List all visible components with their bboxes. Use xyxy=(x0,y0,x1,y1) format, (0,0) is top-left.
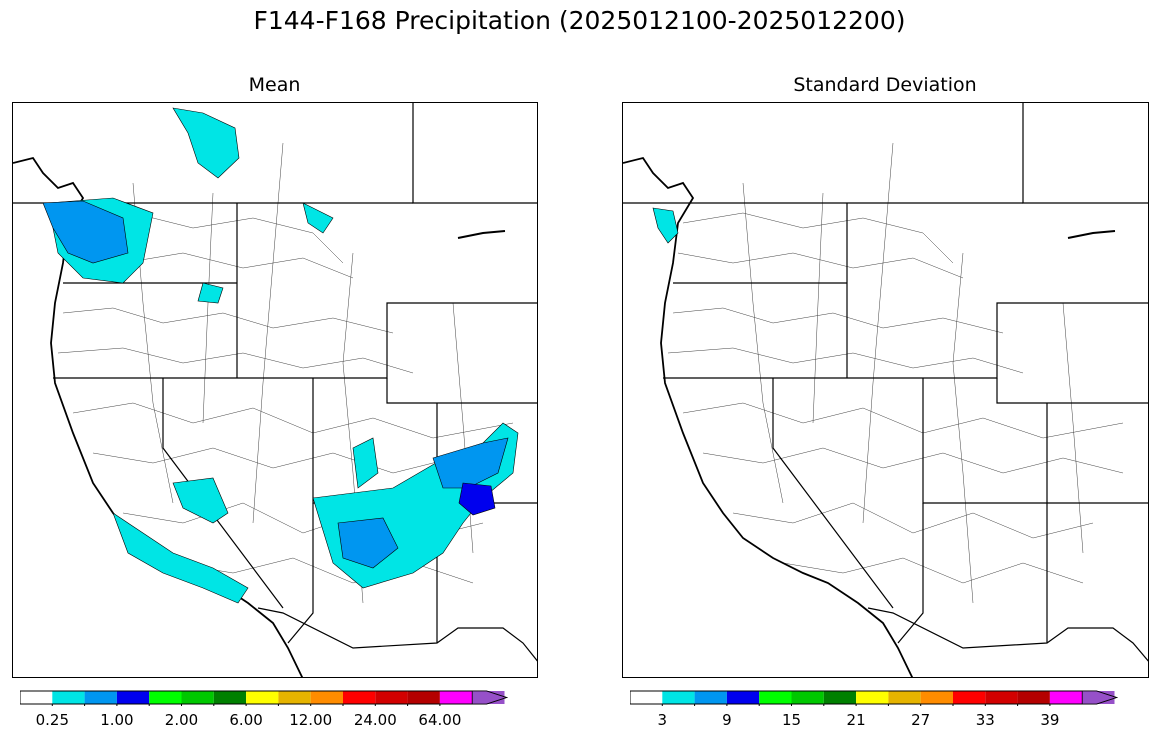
sd-colorbar-segment xyxy=(1017,691,1050,704)
border-line xyxy=(287,503,314,644)
mean-colorbar-segment xyxy=(246,691,279,704)
precip-patch-cyan xyxy=(302,202,334,234)
sd-colorbar-segment xyxy=(791,691,824,704)
mean-colorbar-segment xyxy=(278,691,311,704)
sd-colorbar-segment xyxy=(823,691,857,704)
mean-colorbar-segment xyxy=(116,691,150,704)
mean-colorbar-segment xyxy=(343,691,376,704)
sd-colorbar-segment xyxy=(888,691,921,704)
mean-colorbar-tick-label: 1.00 xyxy=(100,711,134,729)
border-line xyxy=(897,503,924,644)
sd-colorbar-segment xyxy=(856,691,889,704)
sd-colorbar-tick-label: 9 xyxy=(722,711,732,729)
mean-colorbar-tick-label: 6.00 xyxy=(229,711,263,729)
border-line xyxy=(162,378,284,609)
mean-colorbar-tick-label: 12.00 xyxy=(289,711,333,729)
mean-colorbar-segment xyxy=(149,691,182,704)
mean-colorbar-tick-label: 24.00 xyxy=(353,711,397,729)
mean-colorbar xyxy=(19,690,532,710)
lake xyxy=(457,230,506,239)
sd-colorbar-tick-label: 27 xyxy=(911,711,931,729)
border-line xyxy=(1046,403,1148,504)
sd-colorbar-segment xyxy=(662,691,695,704)
mean-colorbar-tick-label: 2.00 xyxy=(164,711,199,729)
sd-colorbar-segment xyxy=(630,691,663,704)
sd-colorbar-tick-label: 21 xyxy=(846,711,866,729)
border-line xyxy=(772,378,894,609)
border-line xyxy=(867,607,1148,662)
precip-patch-darkblue xyxy=(458,482,496,516)
precip-patch-cyan xyxy=(112,512,249,604)
border-line xyxy=(257,607,537,662)
sd-colorbar xyxy=(629,690,1142,710)
mean-map xyxy=(12,102,538,678)
sd-colorbar-segment xyxy=(985,691,1018,704)
mean-colorbar-segment xyxy=(84,691,117,704)
border-line xyxy=(386,378,537,404)
sd-colorbar-segment xyxy=(1049,691,1083,704)
sd-panel-title: Standard Deviation xyxy=(793,74,977,96)
border-line xyxy=(1022,103,1148,204)
sd-patch-cyan xyxy=(652,207,679,244)
border-line xyxy=(53,302,537,379)
mean-colorbar-segment xyxy=(20,691,53,704)
precip-patch-cyan xyxy=(197,282,224,304)
sd-colorbar-segment xyxy=(920,691,953,704)
lake xyxy=(1067,230,1116,239)
border-line xyxy=(922,378,1048,643)
precip-patch-cyan xyxy=(172,107,240,179)
mean-colorbar-segment xyxy=(213,691,247,704)
mean-colorbar-segment xyxy=(407,691,440,704)
sd-map xyxy=(622,102,1149,678)
sd-colorbar-tick-label: 33 xyxy=(975,711,995,729)
mean-colorbar-tick-label: 0.25 xyxy=(35,711,69,729)
figure-title: F144-F168 Precipitation (2025012100-2025… xyxy=(253,6,906,35)
mean-panel-title: Mean xyxy=(248,74,301,96)
sd-colorbar-segment xyxy=(759,691,792,704)
sd-colorbar-tick-label: 3 xyxy=(657,711,668,729)
mean-colorbar-segment xyxy=(52,691,85,704)
mean-colorbar-segment xyxy=(181,691,214,704)
precip-patch-cyan xyxy=(172,477,229,524)
mean-colorbar-segment xyxy=(439,691,473,704)
sd-colorbar-segment xyxy=(726,691,760,704)
sd-colorbar-segment xyxy=(694,691,727,704)
precip-patch-cyan xyxy=(352,437,379,489)
mean-colorbar-segment xyxy=(375,691,408,704)
mean-colorbar-segment xyxy=(310,691,343,704)
sd-colorbar-segment xyxy=(953,691,986,704)
mean-colorbar-extend-arrow xyxy=(471,690,508,705)
precip-patch-blue xyxy=(432,437,509,489)
coastline xyxy=(623,156,914,677)
mean-colorbar-tick-label: 64.00 xyxy=(418,711,462,729)
border-line xyxy=(663,302,1148,379)
precip-patch-blue xyxy=(337,517,399,569)
precip-patch-blue xyxy=(42,200,129,264)
border-line xyxy=(996,378,1148,404)
sd-colorbar-tick-label: 15 xyxy=(781,711,802,729)
sd-colorbar-tick-label: 39 xyxy=(1040,711,1060,729)
sd-colorbar-extend-arrow xyxy=(1081,690,1118,705)
border-line xyxy=(412,103,537,204)
